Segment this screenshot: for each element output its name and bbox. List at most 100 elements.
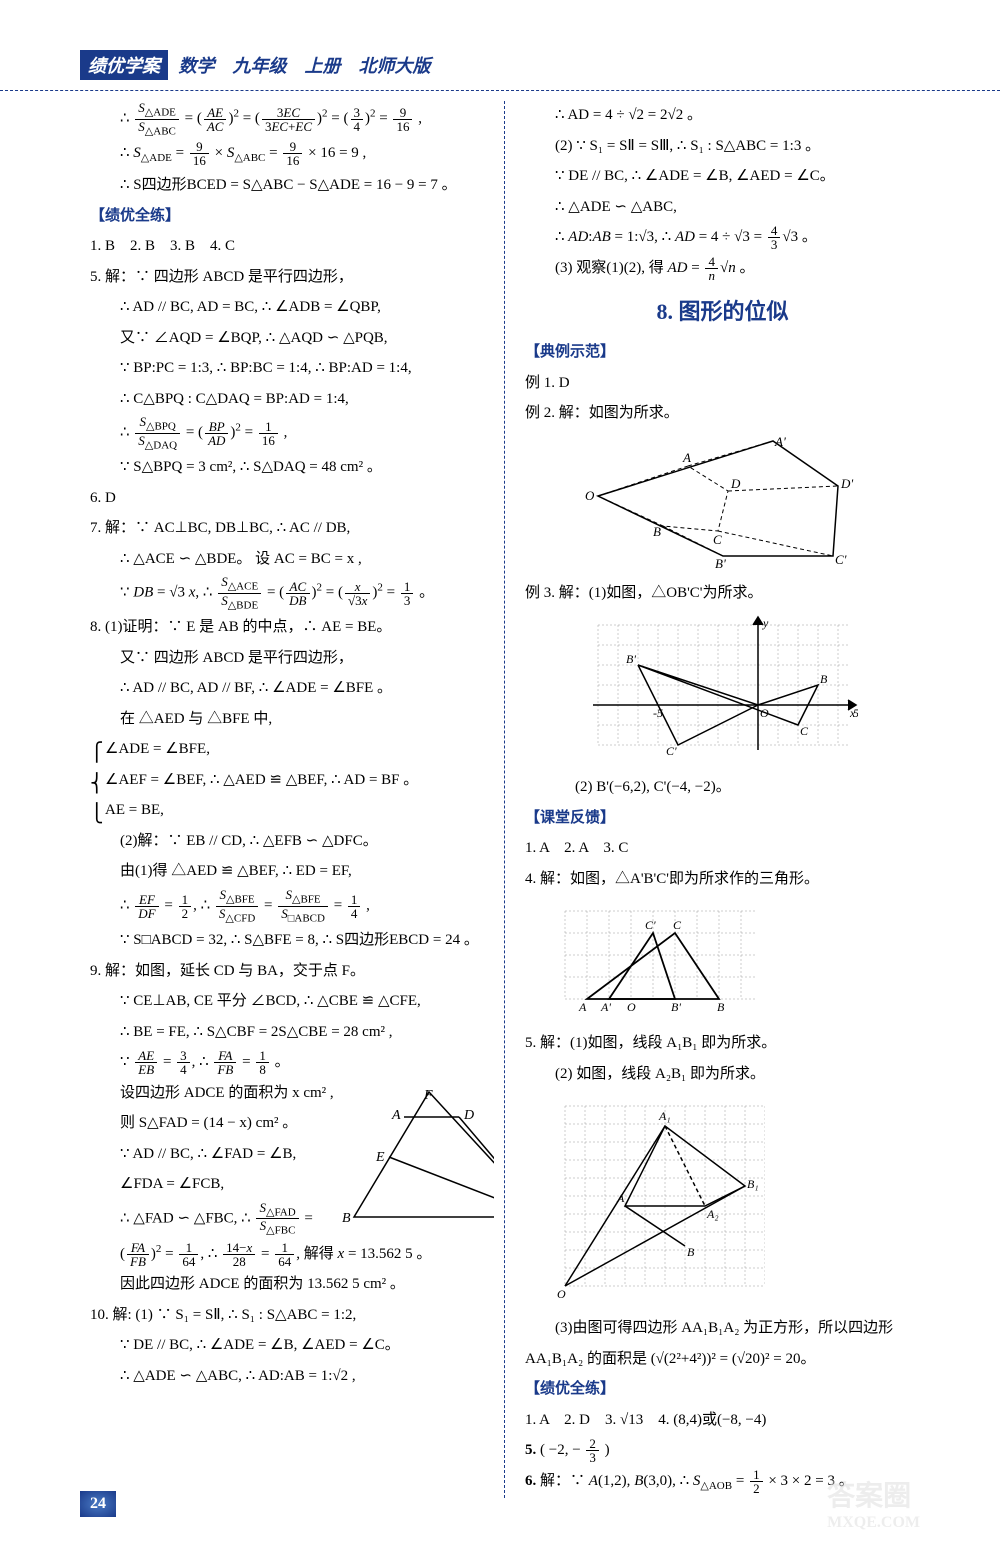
- svg-text:E: E: [375, 1150, 385, 1165]
- svg-text:A₁: A₁: [658, 1109, 671, 1123]
- coord-grid-diagram: xy O-55 B'B CC': [588, 615, 858, 765]
- math-line: ∴ AD:AB = 1:√3, ∴ AD = 4 ÷ √3 = 43√3 。: [525, 223, 920, 252]
- answer-line: 6. D: [90, 484, 484, 513]
- svg-text:A': A': [600, 1000, 611, 1014]
- math-line: ∵ AEEB = 34, ∴ FAFB = 18 。: [90, 1048, 484, 1077]
- svg-text:-5: -5: [653, 706, 663, 720]
- right-column: ∴ AD = 4 ÷ √2 = 2√2 。 (2) ∵ S₁ = SⅡ = SⅢ…: [505, 101, 930, 1498]
- solution-line: ∵ S△BPQ = 3 cm², ∴ S△DAQ = 48 cm² 。: [90, 453, 484, 482]
- svg-text:O: O: [627, 1000, 636, 1014]
- svg-text:B: B: [820, 672, 828, 686]
- solution-line: ∴ △ADE ∽ △ABC, ∴ AD:AB = 1:√2 ,: [90, 1362, 484, 1391]
- solution-line: 例 2. 解：如图为所求。: [525, 399, 920, 428]
- math-line: ∵ DB = √3 x, ∴ S△ACES△BDE = (ACDB)2 = (x…: [90, 575, 484, 611]
- svg-text:B: B: [687, 1245, 695, 1259]
- svg-text:O: O: [557, 1287, 566, 1301]
- solution-line: 又∵ 四边形 ABCD 是平行四边形，: [90, 644, 484, 673]
- svg-text:A: A: [682, 450, 691, 465]
- solution-line: 4. 解：如图，△A'B'C'即为所求作的三角形。: [525, 865, 920, 894]
- solution-line: 由(1)得 △AED ≌ △BEF, ∴ ED = EF,: [90, 857, 484, 886]
- solution-line: ∵ BP:PC = 1:3, ∴ BP:BC = 1:4, ∴ BP:AD = …: [90, 354, 484, 383]
- svg-text:C: C: [800, 724, 809, 738]
- solution-line: (2) ∵ S₁ = SⅡ = SⅢ, ∴ S₁ : S△ABC = 1:3 。: [525, 132, 920, 161]
- solution-line: ∴ AD // BC, AD // BF, ∴ ∠ADE = ∠BFE 。: [90, 674, 484, 703]
- solution-line: 8. (1)证明：∵ E 是 AB 的中点，∴ AE = BE。: [90, 613, 484, 642]
- solution-line: 因此四边形 ADCE 的面积为 13.562 5 cm² 。: [90, 1270, 484, 1299]
- math-line: ∴ EFDF = 12, ∴ S△BFES△CFD = S△BFES□ABCD …: [90, 888, 484, 924]
- solution-line: ∴ AD // BC, AD = BC, ∴ ∠ADB = ∠QBP,: [90, 293, 484, 322]
- answer-line: 1. B 2. B 3. B 4. C: [90, 232, 484, 261]
- content-columns: ∴ S△ADES△ABC = (AEAC)2 = (3EC3EC+EC)2 = …: [0, 101, 1000, 1498]
- solution-line: 5. 解：(1)如图，线段 A₁B₁ 即为所求。: [525, 1029, 920, 1058]
- svg-text:A: A: [391, 1108, 401, 1123]
- svg-text:B: B: [342, 1211, 351, 1222]
- svg-text:B': B': [626, 652, 636, 666]
- solution-line: AA₁B₁A₂ 的面积是 (√(2²+4²))² = (√20)² = 20。: [525, 1345, 920, 1374]
- solution-line: 7. 解：∵ AC⊥BC, DB⊥BC, ∴ AC // DB,: [90, 514, 484, 543]
- solution-line: (2) B'(−6,2), C'(−4, −2)。: [525, 773, 920, 802]
- watermark-line: MXQE.COM: [827, 1514, 920, 1532]
- svg-text:y: y: [762, 616, 769, 630]
- header-badge: 绩优学案: [80, 50, 168, 80]
- solution-line: ∴ AD = 4 ÷ √2 = 2√2 。: [525, 101, 920, 130]
- page-header: 绩优学案 数学 九年级 上册 北师大版: [0, 0, 1000, 91]
- section-heading: 【绩优全练】: [90, 202, 484, 231]
- solution-line: ∴ BE = FE, ∴ S△CBF = 2S△CBE = 28 cm² ,: [90, 1018, 484, 1047]
- svg-text:5: 5: [853, 706, 858, 720]
- answer-line: 1. A 2. A 3. C: [525, 834, 920, 863]
- solution-line: 在 △AED 与 △BFE 中,: [90, 705, 484, 734]
- solution-line: ∴ △ACE ∽ △BDE。 设 AC = BC = x ,: [90, 545, 484, 574]
- math-line: ∴ S△BPQS△DAQ = (BPAD)2 = 116 ,: [90, 415, 484, 451]
- solution-line: 9. 解：如图，延长 CD 与 BA，交于点 F。: [90, 957, 484, 986]
- svg-text:B: B: [717, 1000, 725, 1014]
- watermark: 答案圈 MXQE.COM: [827, 1474, 920, 1532]
- section-title: 8. 图形的位似: [525, 294, 920, 326]
- svg-text:A: A: [616, 1191, 625, 1205]
- math-line: ∴ S△ADE = 916 × S△ABC = 916 × 16 = 9 ,: [90, 139, 484, 169]
- triangle-grid-diagram: AA'O B'B CC': [555, 901, 765, 1021]
- solution-line: (2) 如图，线段 A₂B₁ 即为所求。: [525, 1060, 920, 1089]
- section-heading: 【课堂反馈】: [525, 804, 920, 833]
- polygon-diagram: O A A' B B' C C' D D': [583, 436, 863, 571]
- section-heading: 【绩优全练】: [525, 1375, 920, 1404]
- solution-line: ∴ C△BPQ : C△DAQ = BP:AD = 1:4,: [90, 385, 484, 414]
- math-line: 5. ( −2, − 23 ): [525, 1436, 920, 1465]
- solution-line: 例 3. 解：(1)如图，△OB'C'为所求。: [525, 579, 920, 608]
- left-column: ∴ S△ADES△ABC = (AEAC)2 = (3EC3EC+EC)2 = …: [80, 101, 505, 1498]
- svg-text:B': B': [715, 556, 726, 571]
- solution-line: 又∵ ∠AQD = ∠BQP, ∴ △AQD ∽ △PQB,: [90, 324, 484, 353]
- math-line: (3) 观察(1)(2), 得 AD = 4n√n 。: [525, 254, 920, 283]
- answer-line: 1. A 2. D 3. √13 4. (8,4)或(−8, −4): [525, 1406, 920, 1435]
- solution-line: ∵ S□ABCD = 32, ∴ S△BFE = 8, ∴ S四边形EBCD =…: [90, 926, 484, 955]
- answer-line: 例 1. D: [525, 369, 920, 398]
- svg-text:D': D': [840, 476, 853, 491]
- solution-line: ∵ DE // BC, ∴ ∠ADE = ∠B, ∠AED = ∠C。: [90, 1331, 484, 1360]
- brace-line: ∠AEF = ∠BEF, ∴ △AED ≌ △BEF, ∴ AD = BF 。: [90, 766, 484, 795]
- svg-text:C': C': [645, 918, 656, 932]
- svg-text:D: D: [463, 1108, 474, 1123]
- svg-text:O: O: [585, 488, 595, 503]
- solution-line: (2)解：∵ EB // CD, ∴ △EFB ∽ △DFC。: [90, 827, 484, 856]
- svg-text:C: C: [713, 532, 722, 547]
- math-line: ∴ S四边形BCED = S△ABC − S△ADE = 16 − 9 = 7 …: [90, 171, 484, 200]
- solution-line: ∴ △ADE ∽ △ABC,: [525, 193, 920, 222]
- svg-text:D: D: [730, 476, 741, 491]
- svg-text:O: O: [760, 706, 769, 720]
- solution-line: ∵ DE // BC, ∴ ∠ADE = ∠B, ∠AED = ∠C。: [525, 162, 920, 191]
- svg-text:C': C': [835, 552, 847, 567]
- watermark-line: 答案圈: [827, 1474, 920, 1514]
- math-line: (FAFB)2 = 164, ∴ 14−x28 = 164, 解得 x = 13…: [90, 1239, 484, 1269]
- triangle-diagram: F A D E B C: [294, 1087, 494, 1222]
- page-number: 24: [80, 1491, 116, 1517]
- svg-text:A': A': [774, 436, 786, 449]
- svg-text:B: B: [653, 524, 661, 539]
- svg-text:F: F: [423, 1088, 433, 1103]
- section-heading: 【典例示范】: [525, 338, 920, 367]
- math-line: ∴ S△ADES△ABC = (AEAC)2 = (3EC3EC+EC)2 = …: [90, 101, 484, 137]
- square-grid-diagram: grid OAA₁ A₂BB₁: [555, 1096, 765, 1306]
- solution-line: 10. 解: (1) ∵ S₁ = SⅡ, ∴ S₁ : S△ABC = 1:2…: [90, 1301, 484, 1330]
- svg-text:B': B': [671, 1000, 681, 1014]
- svg-text:A₂: A₂: [706, 1207, 719, 1221]
- solution-line: (3)由图可得四边形 AA₁B₁A₂ 为正方形，所以四边形: [525, 1314, 920, 1343]
- header-text: 数学 九年级 上册 北师大版: [179, 56, 431, 76]
